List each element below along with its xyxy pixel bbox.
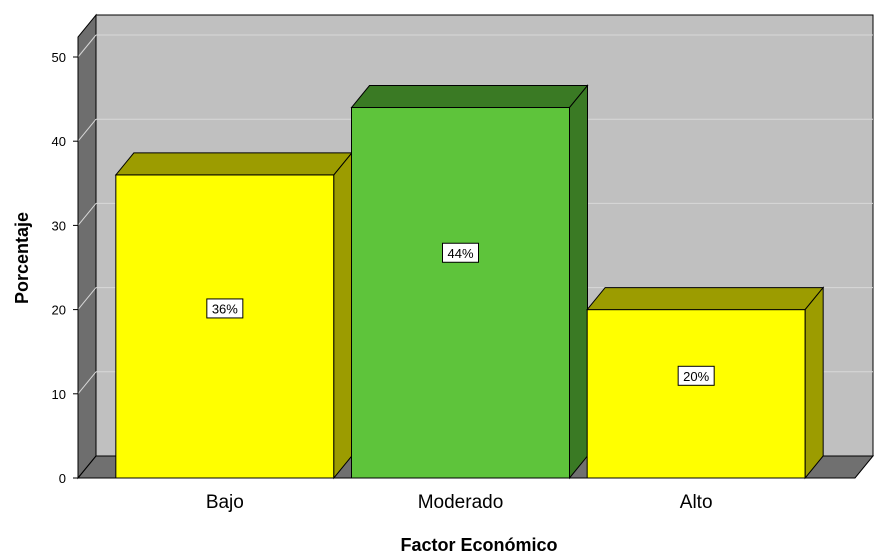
- x-axis-title: Factor Económico: [400, 535, 557, 555]
- x-category-label: Moderado: [418, 492, 504, 513]
- bar-alto: 20%: [586, 286, 825, 480]
- bar-side: [804, 286, 824, 480]
- bar-top: [586, 287, 825, 311]
- y-axis-ticks: 0 10 20 30 40 50: [52, 37, 855, 486]
- y-tick-label: 0: [59, 471, 66, 486]
- bar-bajo: 36%: [114, 151, 353, 480]
- x-category-label: Bajo: [206, 492, 244, 513]
- bar-front: [351, 107, 570, 479]
- data-label-box: [206, 298, 244, 319]
- bar-front: [586, 309, 806, 479]
- bar-front: [115, 174, 335, 479]
- bar-top: [114, 152, 353, 176]
- bars: 36% 44% 20%: [114, 84, 825, 480]
- gridline-side: [77, 287, 97, 310]
- y-tick-label: 50: [52, 50, 66, 65]
- data-label-box: [442, 242, 479, 263]
- gridline-side: [77, 34, 97, 58]
- bar-moderado: 44%: [350, 84, 589, 480]
- y-axis-title: Porcentaje: [12, 212, 32, 304]
- x-axis-categories: Bajo Moderado Alto: [206, 492, 713, 513]
- data-label: 20%: [683, 369, 709, 384]
- data-label: 44%: [447, 246, 473, 261]
- y-tick-label: 20: [52, 303, 66, 318]
- gridline-side: [77, 118, 97, 142]
- side-wall: [77, 13, 97, 480]
- bar-side: [569, 84, 588, 480]
- bar-side: [333, 151, 353, 480]
- y-tick-label: 40: [52, 134, 66, 149]
- gridline-side: [77, 371, 97, 395]
- x-category-label: Alto: [680, 492, 713, 513]
- bar-top: [350, 85, 589, 109]
- gridline-side: [77, 203, 97, 226]
- data-label: 36%: [212, 301, 238, 316]
- y-tick-label: 30: [52, 218, 66, 233]
- y-tick-label: 10: [52, 387, 66, 402]
- data-label-box: [677, 365, 715, 386]
